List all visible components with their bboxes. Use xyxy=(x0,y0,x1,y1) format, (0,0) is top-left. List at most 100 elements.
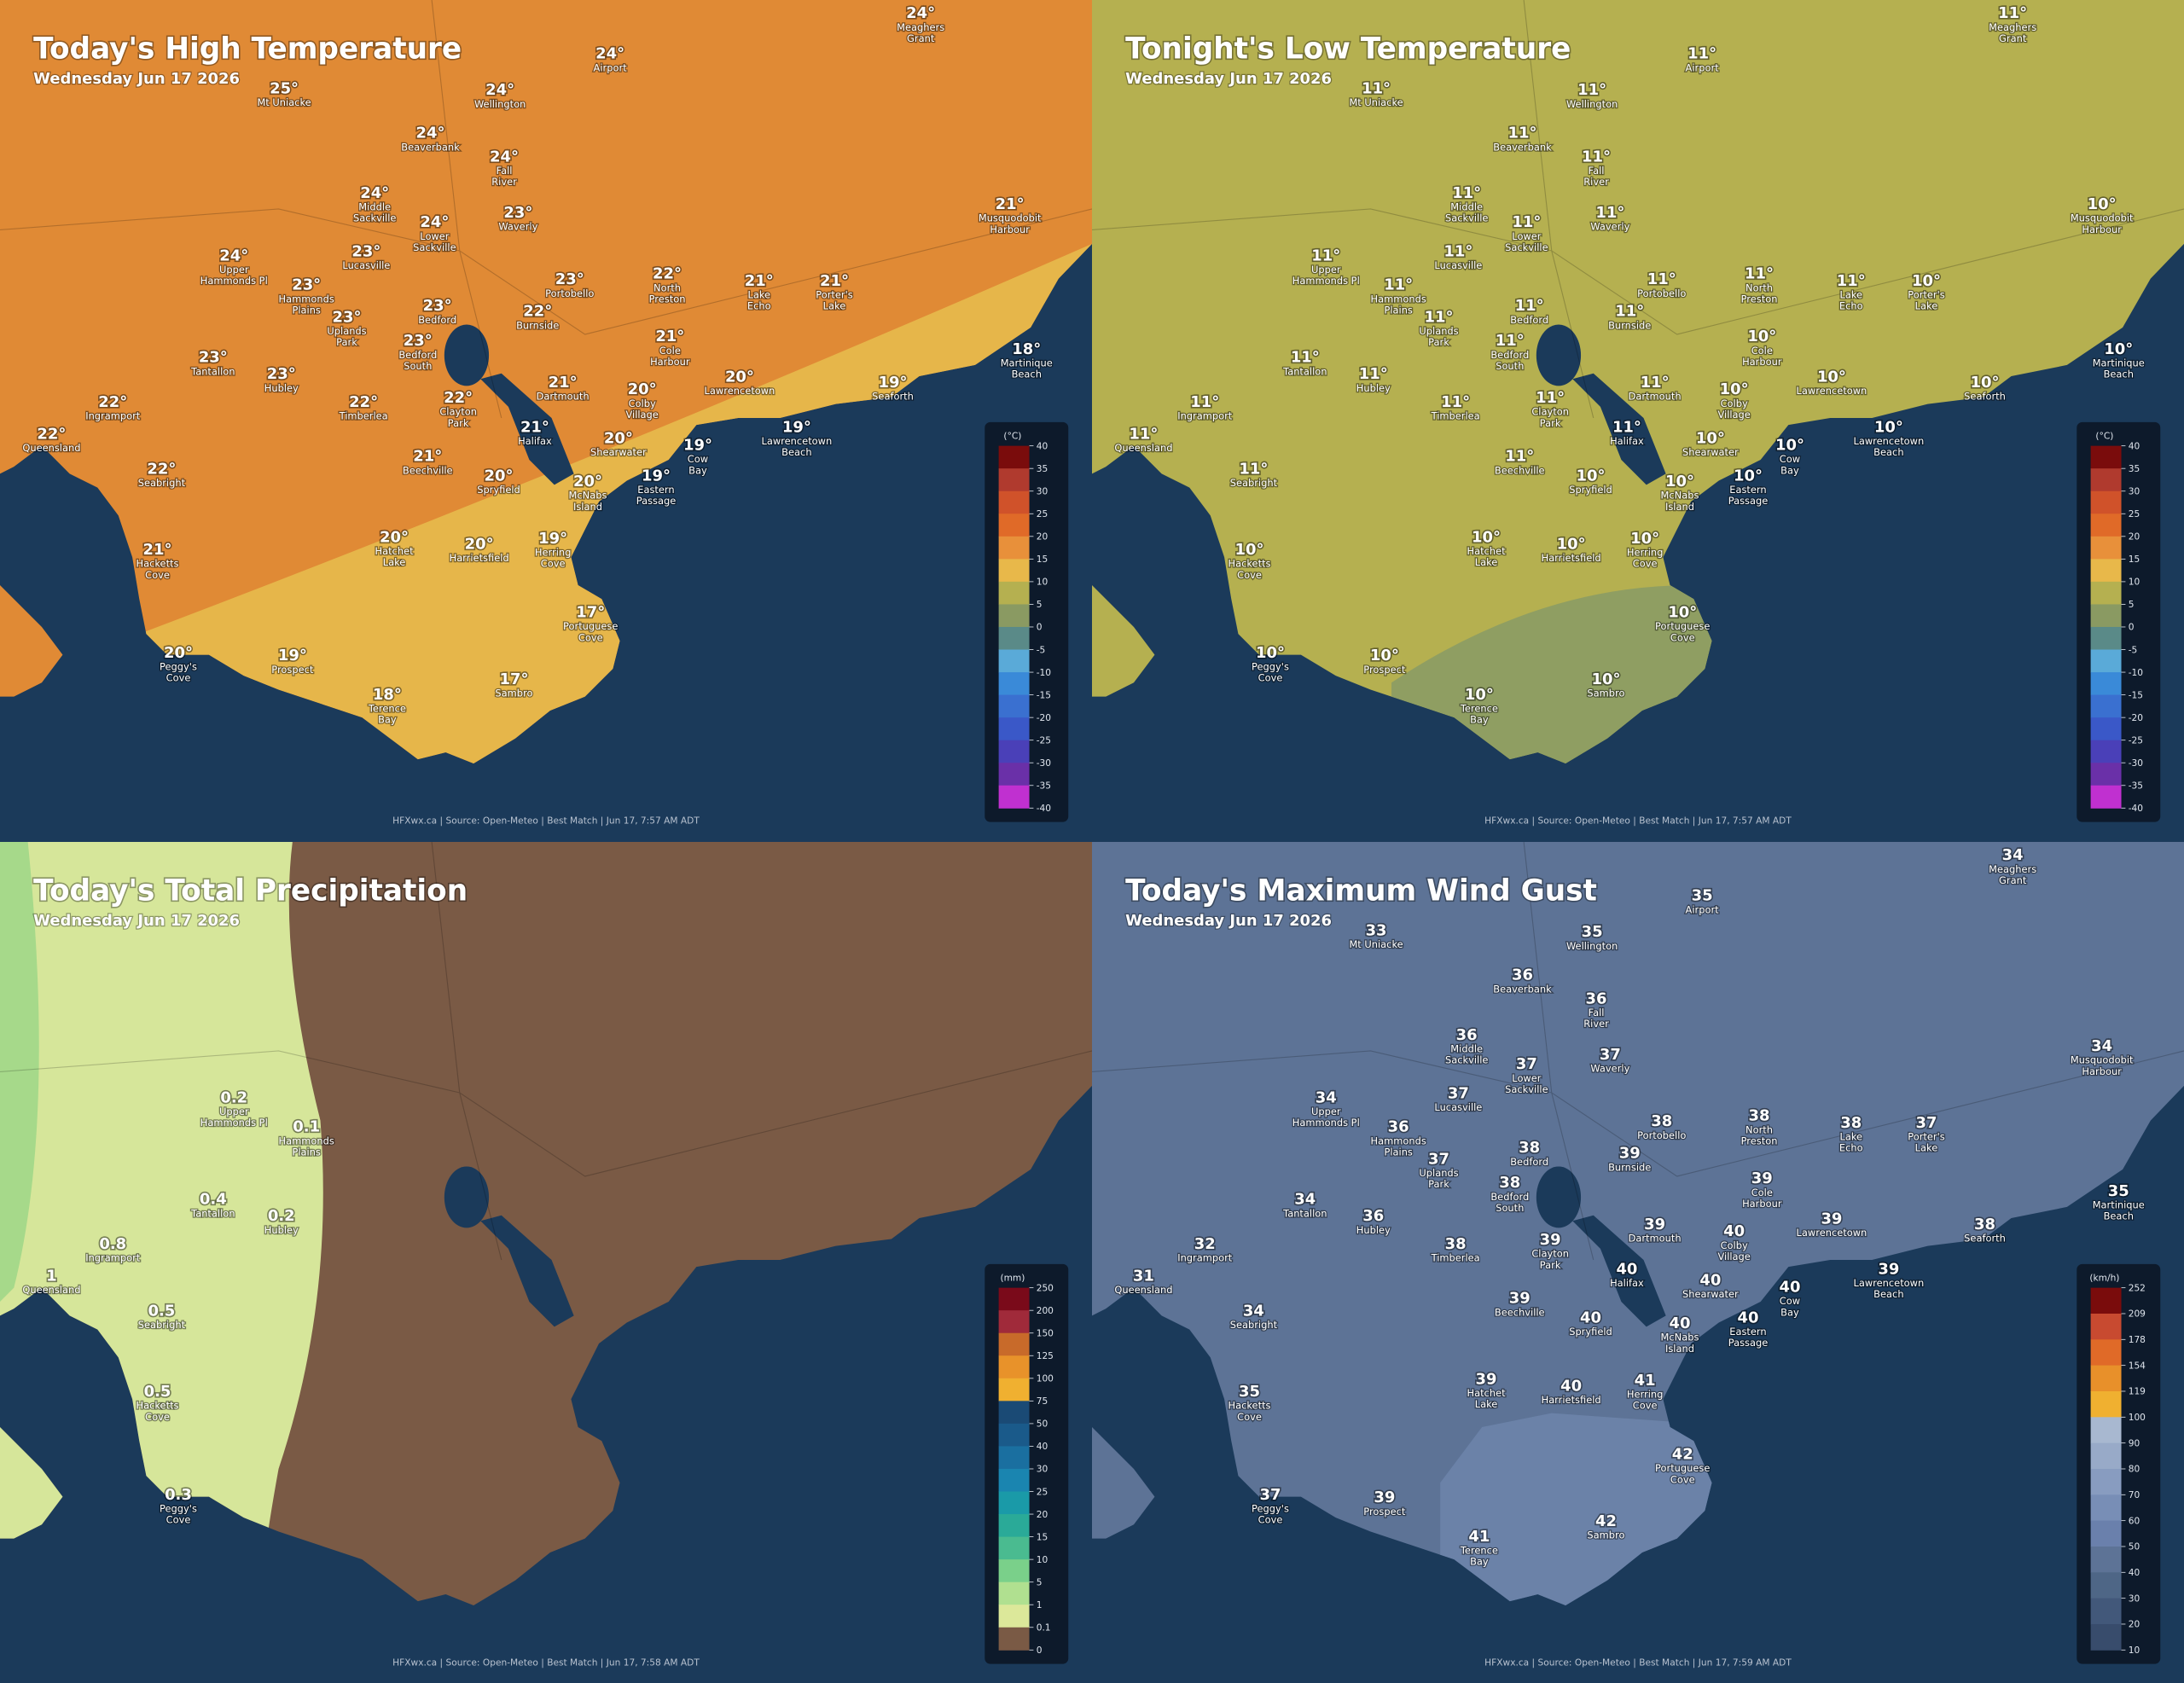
place-name: River xyxy=(1583,1018,1609,1030)
value-label: 37 xyxy=(1600,1045,1621,1063)
legend-tick-label: -5 xyxy=(2129,644,2138,655)
place-name: Island xyxy=(1665,501,1694,513)
place-name: Colby xyxy=(1721,398,1748,409)
legend-swatch xyxy=(998,1468,1030,1492)
value-label: 11° xyxy=(1508,125,1537,142)
place-name: Colby xyxy=(629,398,656,409)
legend-swatch xyxy=(2090,717,2122,741)
place-name: Portuguese xyxy=(1655,620,1710,632)
value-label: 39 xyxy=(1509,1289,1531,1307)
legend-swatch xyxy=(998,1513,1030,1537)
subtitle: Wednesday Jun 17 2026 xyxy=(33,70,240,88)
legend-tick-label: 80 xyxy=(2129,1463,2140,1474)
place-name: Grant xyxy=(907,32,935,44)
place-name: Portobello xyxy=(545,287,594,299)
legend-tick-label: 40 xyxy=(1037,1441,1048,1452)
legend-swatch xyxy=(2090,626,2122,651)
place-name: Porter's xyxy=(1908,1130,1944,1142)
legend-swatch xyxy=(2090,536,2122,560)
legend-tick-label: 20 xyxy=(2129,531,2140,543)
value-label: 22° xyxy=(523,303,552,321)
place-name: Fall xyxy=(1589,1007,1605,1019)
value-label: 22° xyxy=(147,460,176,478)
value-label: 24° xyxy=(485,81,514,99)
place-name: North xyxy=(653,281,681,293)
value-label: 21° xyxy=(655,328,684,345)
value-label: 0.2 xyxy=(268,1207,295,1225)
legend-tick-label: 125 xyxy=(1037,1350,1054,1361)
value-label: 11° xyxy=(1515,297,1544,315)
value-label: 42 xyxy=(1672,1445,1693,1463)
place-name: Porter's xyxy=(816,289,852,301)
place-name: Lucasville xyxy=(342,259,390,271)
value-label: 36 xyxy=(1586,989,1607,1007)
legend-tick-label: 252 xyxy=(2129,1282,2146,1293)
value-label: 23° xyxy=(199,349,228,367)
value-label: 34 xyxy=(2091,1036,2112,1054)
legend-tick-label: 25 xyxy=(1037,1486,1048,1497)
legend-tick-label: 0 xyxy=(1037,1645,1043,1656)
place-name: Beechville xyxy=(1495,1306,1545,1318)
value-label: 34 xyxy=(2002,846,2024,864)
legend-tick-label: 20 xyxy=(2129,1618,2140,1629)
road xyxy=(0,841,1092,1260)
forecast-zone xyxy=(0,841,39,1302)
place-name: Bay xyxy=(1470,714,1489,726)
legend-tick-label: 100 xyxy=(2129,1412,2146,1423)
legend-swatch xyxy=(998,717,1030,741)
place-name: Village xyxy=(1717,409,1750,421)
subtitle: Wednesday Jun 17 2026 xyxy=(1125,911,1332,929)
place-name: Cove xyxy=(145,569,170,581)
place-name: Park xyxy=(336,336,357,348)
value-label: 24° xyxy=(490,148,519,165)
value-label: 10° xyxy=(2104,340,2133,358)
value-label: 22° xyxy=(37,425,66,443)
legend-tick-label: 60 xyxy=(2129,1515,2140,1526)
legend-tick-label: -20 xyxy=(1037,712,1052,723)
value-label: 35 xyxy=(2108,1181,2129,1199)
place-name: Cole xyxy=(1751,1186,1773,1198)
legend-swatch xyxy=(998,740,1030,763)
legend-tick-label: 25 xyxy=(1037,508,1048,519)
legend-swatch xyxy=(998,559,1030,583)
value-label: 11° xyxy=(1496,332,1525,350)
place-name: Seabright xyxy=(138,477,186,489)
place-name: Harrietsfield xyxy=(450,552,509,564)
place-name: Sambro xyxy=(1587,1529,1624,1541)
place-name: Park xyxy=(1540,1258,1561,1270)
place-name: Uplands xyxy=(1419,1166,1458,1178)
legend-swatch xyxy=(2090,1442,2122,1469)
place-name: Meaghers xyxy=(1989,862,2036,874)
place-name: Burnside xyxy=(1608,319,1651,331)
place-name: Martinique xyxy=(2093,357,2145,369)
value-label: 24° xyxy=(906,4,935,22)
legend-tick-label: 15 xyxy=(2129,554,2140,565)
value-label: 10° xyxy=(1591,670,1620,688)
value-label: 22° xyxy=(444,389,473,407)
legend-swatch xyxy=(2090,1571,2122,1599)
value-label: 11° xyxy=(1291,349,1320,367)
legend-unit: (°C) xyxy=(1003,430,1021,441)
place-name: Spryfield xyxy=(1569,484,1612,496)
value-label: 11° xyxy=(1687,45,1716,63)
value-label: 10° xyxy=(1734,467,1763,485)
legend-tick-label: 70 xyxy=(2129,1489,2140,1500)
value-label: 11° xyxy=(1745,265,1774,283)
value-label: 0.5 xyxy=(148,1302,175,1320)
value-label: 38 xyxy=(1974,1216,1995,1233)
place-name: Ingramport xyxy=(85,410,141,422)
place-name: Cove xyxy=(1237,569,1262,581)
value-label: 11° xyxy=(1505,448,1534,466)
place-name: Beach xyxy=(2104,369,2134,380)
value-label: 38 xyxy=(1840,1113,1862,1131)
value-label: 36 xyxy=(1456,1025,1478,1043)
place-name: Beach xyxy=(2104,1210,2134,1222)
place-name: Hatchet xyxy=(1467,545,1506,557)
place-name: Cow xyxy=(1780,453,1800,465)
place-name: Eastern xyxy=(637,484,674,496)
harbour xyxy=(1572,373,1666,485)
value-label: 11° xyxy=(1311,247,1340,264)
legend-tick-label: 20 xyxy=(1037,531,1048,543)
value-label: 11° xyxy=(1190,393,1219,411)
place-name: Hatchet xyxy=(375,545,414,557)
